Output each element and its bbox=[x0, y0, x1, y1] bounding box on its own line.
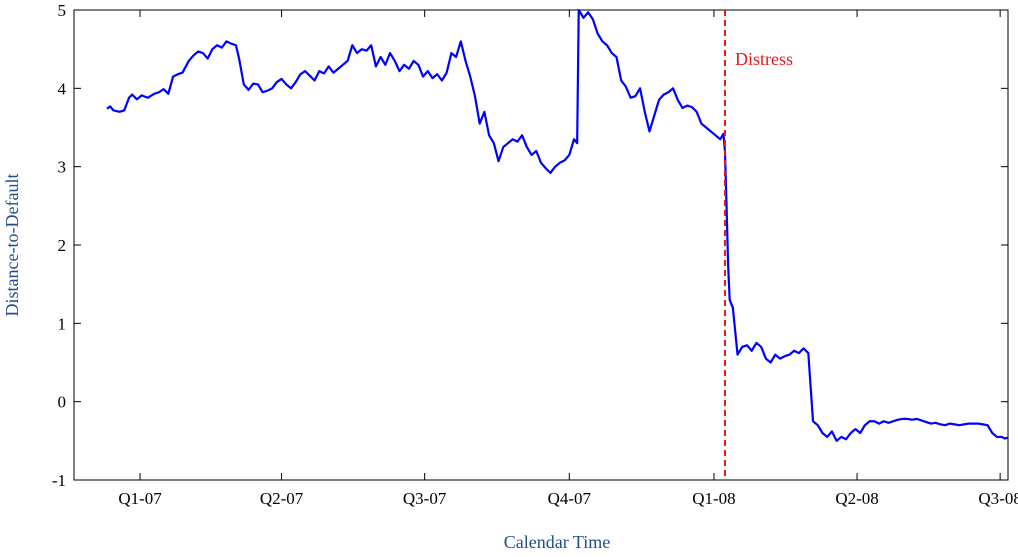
distance-to-default-line bbox=[106, 8, 1009, 442]
y-tick-label: 4 bbox=[58, 79, 67, 98]
x-tick-label: Q3-07 bbox=[403, 489, 447, 508]
x-axis-title: Calendar Time bbox=[504, 532, 611, 552]
x-tick-label: Q2-07 bbox=[260, 489, 304, 508]
y-tick-label: 0 bbox=[58, 393, 67, 412]
x-tick-label: Q4-07 bbox=[548, 489, 592, 508]
axis-tick-labels: -1 0 1 2 3 4 5 Q1-07 Q2-07 Q3-07 Q4-07 Q1-08 Q2-08 Q3… bbox=[52, 1, 1018, 508]
x-tick-label: Q1-07 bbox=[118, 489, 162, 508]
plot-frame bbox=[73, 9, 1009, 481]
axis-ticks bbox=[74, 9, 1008, 481]
y-tick-label: 2 bbox=[58, 236, 67, 255]
y-axis-title: Distance-to-Default bbox=[2, 174, 22, 317]
x-tick-label: Q2-08 bbox=[835, 489, 878, 508]
distress-annotation-label: Distress bbox=[735, 49, 793, 69]
y-tick-label: -1 bbox=[52, 471, 66, 490]
y-tick-label: 1 bbox=[58, 314, 67, 333]
y-tick-label: 3 bbox=[58, 158, 67, 177]
x-tick-label: Q1-08 bbox=[692, 489, 735, 508]
x-tick-label: Q3-08 bbox=[978, 489, 1018, 508]
y-tick-label: 5 bbox=[58, 1, 67, 20]
